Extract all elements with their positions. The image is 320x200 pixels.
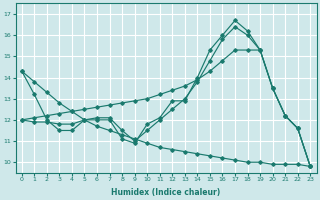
- X-axis label: Humidex (Indice chaleur): Humidex (Indice chaleur): [111, 188, 221, 197]
